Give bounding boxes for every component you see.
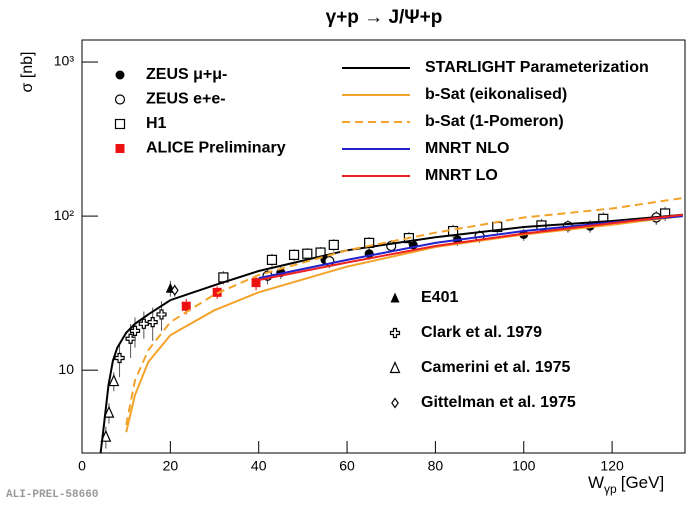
legend-label: Clark et al. 1979 [421,324,542,341]
legend-label: H1 [146,115,167,132]
marker-shape [391,397,399,409]
marker-shape [328,239,339,251]
marker-shape [156,309,167,320]
marker-shape [389,361,401,374]
marker-shape [114,352,125,364]
marker-shape [115,70,125,80]
marker [170,284,179,296]
legend-label: ALICE Preliminary [146,140,286,157]
marker-shape [266,254,278,265]
marker-shape [390,292,400,303]
marker [389,361,401,374]
marker [125,333,136,344]
marker [114,352,125,364]
marker [156,309,167,320]
marker-shape [114,94,126,105]
curve [258,213,683,281]
marker-shape [181,301,191,311]
footer: ALI-PREL-58660 [6,489,98,501]
legend-label: ZEUS μ+μ- [146,66,227,83]
x-label-unit: [GeV] [621,473,664,492]
marker [115,70,125,80]
legend-label: MNRT NLO [425,140,509,157]
marker [108,374,120,387]
marker-shape [115,144,125,153]
marker [328,239,339,251]
legend-label: MNRT LO [425,167,498,184]
marker [115,144,125,153]
marker [389,327,401,339]
marker-shape [170,284,179,296]
marker-shape [251,278,261,288]
legend-label: Gittelman et al. 1975 [421,394,576,411]
x-tick-label: 60 [339,458,355,474]
marker-shape [108,374,120,387]
legend-label: b-Sat (eikonalised) [425,86,567,103]
marker [114,118,126,130]
x-label-sub: γp [604,482,617,496]
marker [390,292,400,303]
marker-shape [114,118,126,130]
marker-shape [288,249,300,260]
marker [288,249,300,260]
y-axis-label: σ [nb] [19,51,36,92]
marker [181,301,191,311]
y-tick-label: 10² [54,207,75,223]
curve [125,197,683,426]
marker [251,278,261,288]
x-tick-label: 20 [163,458,179,474]
curve [99,213,683,454]
marker-shape [147,317,158,328]
legend-label: STARLIGHT Parameterization [425,59,649,76]
x-tick-label: 80 [428,458,444,474]
plot-frame [81,39,686,454]
x-label-main: W [588,473,604,492]
x-axis-label: Wγp [GeV] [588,473,664,496]
marker [302,248,313,259]
chart-title: γ+p → J/Ψ+p [326,7,443,28]
marker [103,405,115,418]
legend-label: b-Sat (1-Pomeron) [425,113,564,130]
x-tick-label: 100 [512,458,536,474]
marker [266,254,278,265]
legend-label: Camerini et al. 1975 [421,359,571,376]
marker-shape [138,318,149,329]
curve [125,215,683,433]
x-tick-label: 40 [251,458,267,474]
legend-label: ZEUS e+e- [146,91,226,108]
marker-shape [302,248,313,259]
y-tick-label: 10³ [54,53,75,69]
marker-shape [389,327,401,339]
marker [138,318,149,329]
marker [114,94,126,105]
legend-label: E401 [421,289,458,306]
x-tick-label: 0 [78,458,86,474]
y-tick-label: 10 [58,361,74,377]
curve [258,215,683,280]
marker-shape [125,333,136,344]
marker-shape [103,405,115,418]
marker [391,397,399,409]
x-tick-label: 120 [600,458,624,474]
marker [147,317,158,328]
